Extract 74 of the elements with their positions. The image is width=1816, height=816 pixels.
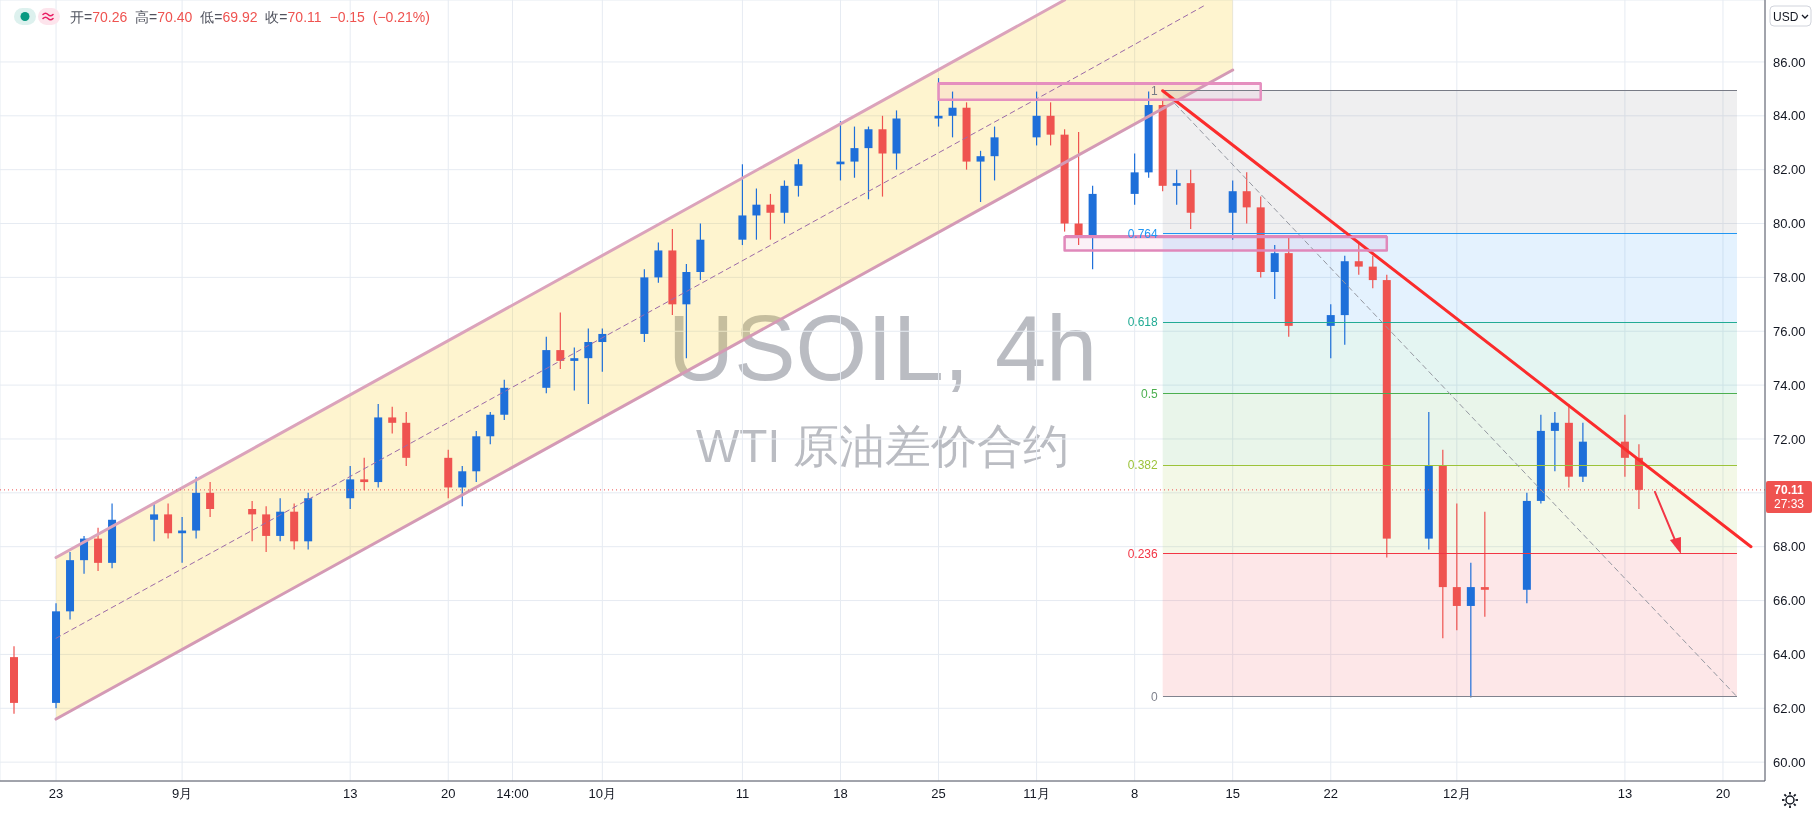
y-tick-label: 84.00: [1773, 108, 1806, 124]
candlestick: [1368, 255, 1377, 289]
x-tick-label: 22: [1323, 786, 1338, 802]
candlestick: [248, 500, 257, 542]
y-tick-label: 80.00: [1773, 216, 1806, 232]
series-label: 0.764: [1127, 226, 1158, 241]
y-tick-label: 76.00: [1773, 323, 1806, 339]
candlestick: [1452, 503, 1461, 631]
y-tick-label: 68.00: [1773, 539, 1806, 555]
y-tick-label: 86.00: [1773, 54, 1806, 70]
text: 开=70.26 高=70.40 低=69.92 收=70.11 −0.15 (−0.21%): [70, 8, 430, 25]
candlestick: [752, 187, 761, 241]
candlestick: [388, 406, 397, 435]
candlestick: [1242, 171, 1251, 225]
candlestick: [262, 505, 271, 553]
candlestick: [850, 125, 859, 179]
series-label: 0.5: [1140, 386, 1158, 401]
series-label: 0: [1150, 689, 1158, 704]
candlestick: [458, 465, 467, 507]
candlestick: [1032, 90, 1041, 147]
y-tick-label: 62.00: [1773, 700, 1806, 716]
x-tick-label: 13: [342, 786, 358, 802]
candlestick: [346, 465, 355, 510]
series-label: 0.618: [1127, 315, 1158, 330]
candlestick: [1228, 179, 1237, 241]
candlestick: [556, 311, 565, 370]
x-tick-label: 14:00: [496, 786, 529, 802]
candlestick: [948, 90, 957, 138]
y-tick-label: 72.00: [1773, 431, 1806, 447]
currency-dropdown: USD: [1769, 5, 1812, 27]
series-label: 1: [1150, 83, 1158, 98]
candlestick: [1354, 241, 1363, 276]
candlestick: [1480, 511, 1489, 618]
candlestick: [584, 327, 593, 405]
candlestick: [1466, 562, 1475, 699]
candlestick: [766, 193, 775, 241]
text: 27:33: [1773, 496, 1805, 511]
y-axis-title: USD: [1773, 9, 1799, 24]
candlestick: [1046, 101, 1055, 147]
x-tick-label: 20: [1715, 786, 1731, 802]
candlestick: [486, 411, 495, 445]
x-tick-label: 10月: [588, 786, 617, 802]
candlestick: [1270, 244, 1279, 300]
x-tick-label: 23: [48, 786, 64, 802]
ref-line-label: 70.11: [1774, 482, 1805, 497]
x-tick-label: 20: [441, 786, 456, 802]
candlestick: [1172, 169, 1181, 206]
x-tick-label: 25: [931, 786, 946, 802]
x-tick-label: 13: [1617, 786, 1633, 802]
candlestick: [794, 158, 803, 198]
y-tick-label: 78.00: [1773, 270, 1806, 285]
x-tick-label: 9月: [171, 786, 193, 802]
x-tick-label: 18: [833, 786, 848, 802]
candlestick: [864, 125, 873, 200]
x-tick-label: 11: [735, 786, 750, 802]
y-tick-label: 64.00: [1773, 647, 1806, 663]
x-tick-label: 8: [1131, 786, 1139, 802]
candlestick: [1550, 411, 1559, 472]
candlestick: [976, 150, 985, 203]
x-tick-label: 15: [1225, 786, 1240, 802]
x-tick-label: 11月: [1023, 786, 1050, 802]
series-label: 0.382: [1127, 458, 1158, 473]
y-tick-label: 82.00: [1773, 162, 1806, 178]
candlestick: [150, 503, 159, 542]
x-tick-label: 12月: [1443, 786, 1471, 802]
candlestick: [990, 125, 999, 182]
series-label: 0.236: [1127, 546, 1158, 561]
y-tick-label: 74.00: [1773, 377, 1806, 393]
candlestick: [1130, 152, 1139, 206]
candlestick: [164, 503, 173, 540]
y-tick-label: 60.00: [1773, 754, 1806, 770]
candlestick: [570, 346, 579, 392]
y-tick-label: 66.00: [1773, 593, 1806, 609]
text: WTI 原油差价合约: [695, 420, 1070, 472]
